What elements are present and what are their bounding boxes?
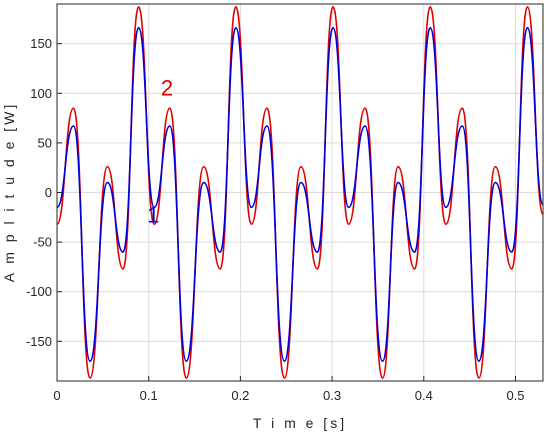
y-tick-label: -100 [26,284,52,299]
annotations: 21 [147,75,173,227]
series-layer [56,6,544,379]
y-axis-label: A m p l i t u d e [W] [1,102,17,282]
x-tick-label: 0.2 [231,388,249,403]
x-tick-label: 0 [53,388,60,403]
ticks: 0 0.1 0.2 0.3 0.4 0.5 -150 -100 -50 0 50 100 150 [26,36,525,403]
y-tick-label: -150 [26,334,52,349]
x-axis-label: T i m e [s] [253,415,347,431]
series-label-2: 2 [161,75,173,100]
y-tick-label: 150 [30,36,52,51]
grid [56,4,543,381]
series-line-2 [56,27,544,362]
y-tick-label: 0 [45,185,52,200]
x-tick-label: 0.5 [506,388,524,403]
y-tick-label: 50 [38,135,52,150]
y-tick-label: -50 [33,235,52,250]
y-tick-label: 100 [30,86,52,101]
x-tick-label: 0.1 [140,388,158,403]
series-line-1 [56,6,544,379]
x-tick-label: 0.3 [323,388,341,403]
series-label-1: 1 [147,202,159,227]
x-tick-label: 0.4 [415,388,433,403]
